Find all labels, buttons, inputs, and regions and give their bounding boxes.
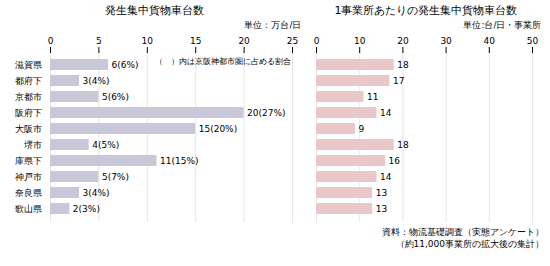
svg-text:阪府下: 阪府下 <box>15 108 42 118</box>
svg-text:歌山県: 歌山県 <box>15 204 42 214</box>
svg-text:3(4%): 3(4%) <box>83 188 110 198</box>
svg-text:堺市: 堺市 <box>23 140 42 150</box>
svg-text:5(6%): 5(6%) <box>102 92 129 102</box>
svg-text:18: 18 <box>397 140 409 150</box>
svg-text:11: 11 <box>367 92 378 102</box>
html-text:資料：物流基礎調査（実態アンケート）: 資料：物流基礎調査（実態アンケート） <box>382 227 544 237</box>
svg-text:15: 15 <box>190 36 201 46</box>
svg-text:都府下: 都府下 <box>15 76 42 86</box>
svg-text:0: 0 <box>48 36 54 46</box>
svg-text:0: 0 <box>314 36 320 46</box>
svg-text:15(20%): 15(20%) <box>199 124 237 134</box>
svg-text:13: 13 <box>376 188 387 198</box>
svg-text:50: 50 <box>527 36 539 46</box>
svg-text:25: 25 <box>287 36 298 46</box>
svg-text:京都市: 京都市 <box>15 92 42 102</box>
svg-text:5(7%): 5(7%) <box>102 172 129 182</box>
svg-text:10: 10 <box>142 36 154 46</box>
svg-text:30: 30 <box>440 36 452 46</box>
svg-text:2(3%): 2(3%) <box>73 204 100 214</box>
svg-text:13: 13 <box>376 204 387 214</box>
svg-text:3(4%): 3(4%) <box>83 76 110 86</box>
svg-text:16: 16 <box>389 156 401 166</box>
svg-text:11(15%): 11(15%) <box>160 156 198 166</box>
svg-text:6(6%): 6(6%) <box>112 60 139 70</box>
svg-text:20: 20 <box>238 36 250 46</box>
svg-text:14: 14 <box>380 108 392 118</box>
svg-text:10: 10 <box>354 36 366 46</box>
svg-text:単位:台/日・事業所: 単位:台/日・事業所 <box>463 20 541 30</box>
svg-text:4(5%): 4(5%) <box>92 140 119 150</box>
svg-text:40: 40 <box>484 36 496 46</box>
svg-text:9: 9 <box>358 124 364 134</box>
svg-text:18: 18 <box>397 60 409 70</box>
html-text:1事業所あたりの発生集中貨物車台数: 1事業所あたりの発生集中貨物車台数 <box>334 4 518 17</box>
svg-text:20: 20 <box>397 36 409 46</box>
svg-text:滋賀県: 滋賀県 <box>15 60 42 70</box>
svg-text:単位：万台/日: 単位：万台/日 <box>244 20 301 30</box>
svg-text:17: 17 <box>393 76 404 86</box>
svg-text:20(27%): 20(27%) <box>247 108 285 118</box>
svg-text:大阪市: 大阪市 <box>15 124 42 134</box>
svg-text:庫県下: 庫県下 <box>15 156 42 166</box>
svg-text:5: 5 <box>96 36 102 46</box>
svg-text:神戸市: 神戸市 <box>15 172 42 182</box>
svg-text:（ ）内は京阪神都市圏に占める割合: （ ）内は京阪神都市圏に占める割合 <box>155 57 291 66</box>
html-text:（約11,000事業所の拡大後の集計）: （約11,000事業所の拡大後の集計） <box>395 239 544 249</box>
html-text:発生集中貨物車台数: 発生集中貨物車台数 <box>104 4 204 17</box>
svg-text:14: 14 <box>380 172 392 182</box>
svg-text:奈良県: 奈良県 <box>15 188 42 198</box>
